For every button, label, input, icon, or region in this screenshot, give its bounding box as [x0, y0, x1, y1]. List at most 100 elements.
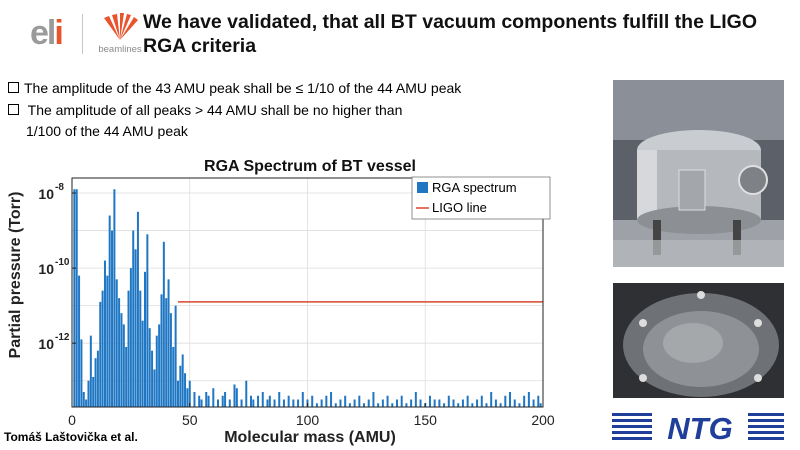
rga-bar: [207, 395, 210, 407]
rga-bar: [127, 290, 130, 407]
x-tick-label: 100: [296, 412, 320, 428]
rga-bar: [330, 391, 333, 407]
rga-bar: [103, 260, 106, 407]
rga-bar: [353, 399, 356, 407]
rga-bar: [499, 403, 502, 407]
rga-bar: [292, 399, 295, 407]
bullet-above-44amu-text: The amplitude of all peaks > 44 AMU shal…: [24, 102, 403, 118]
rga-bar: [158, 324, 161, 407]
rga-bar: [466, 395, 469, 407]
rga-bar: [228, 399, 231, 407]
rga-bar: [377, 403, 380, 407]
rga-bar: [184, 373, 187, 407]
rga-bar: [186, 388, 189, 407]
rga-bar: [518, 403, 521, 407]
rga-bar: [198, 395, 201, 407]
eli-logo-text: eli: [30, 14, 64, 52]
rga-bar: [443, 403, 446, 407]
rga-bar: [188, 380, 191, 407]
bullet-above-44amu-continuation: 1/100 of the 44 AMU peak: [26, 123, 188, 139]
legend-label-ligo: LIGO line: [432, 200, 487, 215]
rga-bar: [419, 399, 422, 407]
rga-bar: [78, 275, 81, 407]
rga-bar: [325, 395, 328, 407]
vacuum-vessel-photo: [613, 80, 784, 267]
rga-bar: [438, 399, 441, 407]
rga-bar: [153, 369, 156, 407]
rga-bar: [73, 189, 76, 407]
rga-bar: [386, 395, 389, 407]
rga-bar: [169, 313, 172, 407]
y-tick-label: 10: [38, 336, 54, 352]
logo-divider: [82, 14, 83, 54]
rga-bar: [320, 399, 323, 407]
rga-bar: [537, 395, 540, 407]
legend-label-rga: RGA spectrum: [432, 180, 517, 195]
rga-bar: [311, 395, 314, 407]
beamlines-rays-icon: [104, 13, 138, 40]
rga-bar: [146, 234, 149, 407]
rga-bar: [233, 384, 236, 407]
rga-bar: [433, 399, 436, 407]
rga-bar: [148, 328, 151, 407]
rga-bar: [132, 230, 135, 407]
rga-bar: [120, 313, 123, 407]
rga-bar: [297, 399, 300, 407]
rga-bar: [144, 271, 147, 407]
rga-bar: [118, 298, 121, 407]
y-tick-exponent: -8: [55, 182, 64, 193]
vessel-interior-photo: [613, 283, 784, 398]
rga-bar: [179, 365, 182, 407]
rga-bar: [266, 399, 269, 407]
rga-bar: [205, 391, 208, 407]
y-axis-label: Partial pressure (Torr): [7, 192, 24, 359]
chart-legend: RGA spectrum LIGO line: [411, 176, 551, 220]
rga-bar: [151, 350, 154, 407]
rga-bar: [200, 399, 203, 407]
rga-bar: [96, 350, 99, 407]
rga-bar: [111, 230, 114, 407]
slide-title: We have validated, that all BT vacuum co…: [143, 11, 757, 57]
x-tick-label: 50: [182, 412, 198, 428]
rga-bar: [485, 403, 488, 407]
checkbox-bullet-icon: [8, 82, 19, 93]
rga-bar: [221, 395, 224, 407]
x-tick-label: 200: [531, 412, 555, 428]
rga-bar: [282, 399, 285, 407]
rga-bar: [106, 275, 109, 407]
rga-bar: [410, 399, 413, 407]
x-tick-label: 150: [414, 412, 438, 428]
rga-bar: [372, 391, 375, 407]
eli-logo: eli: [30, 12, 72, 54]
rga-bar: [141, 320, 144, 407]
rga-bar: [257, 395, 260, 407]
y-tick-exponent: -12: [55, 332, 70, 343]
rga-bar: [315, 403, 318, 407]
rga-bar: [122, 324, 125, 407]
rga-bar: [139, 290, 142, 407]
rga-bar: [367, 399, 370, 407]
rga-bar: [400, 395, 403, 407]
checkbox-bullet-icon: [8, 104, 19, 115]
rga-bar: [381, 399, 384, 407]
rga-bar: [363, 403, 366, 407]
ntg-logo-text: NTG: [667, 411, 732, 444]
rga-bar: [428, 395, 431, 407]
bullet-above-44amu: The amplitude of all peaks > 44 AMU shal…: [8, 101, 402, 119]
rga-bar: [414, 391, 417, 407]
rga-bar: [249, 395, 252, 407]
rga-bar: [134, 249, 137, 407]
rga-bar: [339, 399, 342, 407]
bullet-43amu-text: The amplitude of the 43 AMU peak shall b…: [24, 80, 462, 96]
beamlines-logo: beamlines: [90, 12, 150, 62]
beamlines-label: beamlines: [98, 44, 142, 55]
legend-swatch-rga: [417, 182, 428, 193]
rga-bar: [504, 395, 507, 407]
x-axis-label: Molecular mass (AMU): [224, 429, 396, 446]
ntg-logo: NTG: [612, 410, 784, 446]
rga-bar: [176, 380, 179, 407]
rga-bar: [99, 301, 102, 407]
y-tick-exponent: -10: [55, 257, 70, 268]
